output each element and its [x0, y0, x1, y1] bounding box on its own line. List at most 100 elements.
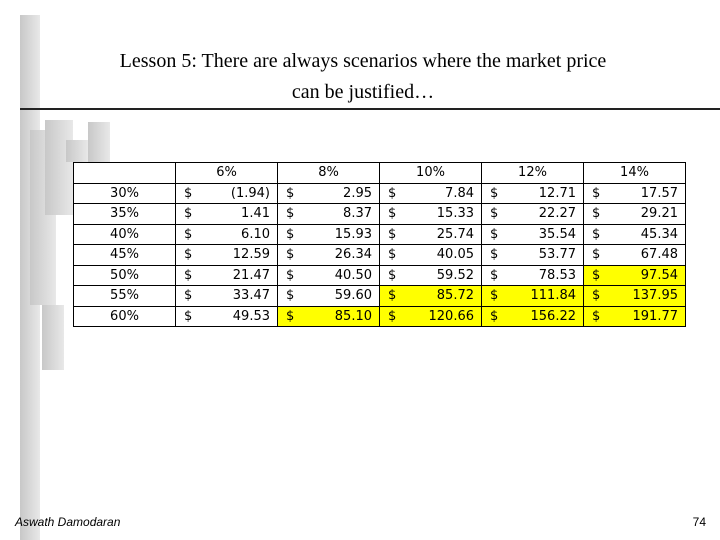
- cell-content: $12.71: [482, 186, 583, 201]
- amount: 12.59: [232, 247, 270, 263]
- amount: 85.10: [334, 308, 372, 324]
- amount: 2.95: [343, 185, 372, 201]
- currency-sign: $: [184, 206, 193, 222]
- table-row: 30% $ (1.94) $2.95 $7.84 $12.71 $17.57: [73, 182, 686, 204]
- value-cell: $53.77: [481, 244, 584, 266]
- amount: 1.41: [241, 206, 270, 222]
- currency-sign: $: [286, 267, 295, 283]
- currency-sign: $: [286, 185, 295, 201]
- currency-sign: $: [490, 206, 499, 222]
- value-cell: $7.84: [379, 182, 482, 204]
- cell-content: $2.95: [278, 186, 379, 201]
- currency-sign: $: [388, 288, 397, 304]
- value-cell: $22.27: [481, 203, 584, 225]
- value-cell: $40.50: [277, 264, 380, 286]
- amount: 29.21: [640, 206, 678, 222]
- currency-sign: $: [592, 288, 601, 304]
- decoration: [45, 120, 73, 215]
- value-cell: $1.41: [175, 203, 278, 225]
- header-row: 6% 8% 10% 12% 14%: [73, 162, 686, 184]
- amount: 25.74: [436, 226, 474, 242]
- cell-content: $1.41: [176, 206, 277, 221]
- currency-sign: $: [592, 267, 601, 283]
- column-header: 14%: [583, 162, 686, 184]
- column-header: 12%: [481, 162, 584, 184]
- amount: 35.54: [538, 226, 576, 242]
- cell-content: $78.53: [482, 268, 583, 283]
- currency-sign: $: [592, 308, 601, 324]
- amount: 8.37: [343, 206, 372, 222]
- value-cell: $33.47: [175, 285, 278, 307]
- amount: 40.05: [436, 247, 474, 263]
- value-cell: $8.37: [277, 203, 380, 225]
- amount: 17.57: [640, 185, 678, 201]
- cell-content: $111.84: [482, 288, 583, 303]
- currency-sign: $: [490, 267, 499, 283]
- value-cell: $26.34: [277, 244, 380, 266]
- value-cell: $49.53: [175, 305, 278, 327]
- row-label: 45%: [73, 244, 176, 266]
- amount: 137.95: [632, 288, 679, 304]
- amount: 78.53: [538, 267, 576, 283]
- amount: 49.53: [232, 308, 270, 324]
- cell-content: $137.95: [584, 288, 685, 303]
- value-cell: $191.77: [583, 305, 686, 327]
- cell-content: $22.27: [482, 206, 583, 221]
- value-cell: $12.71: [481, 182, 584, 204]
- amount: 15.33: [436, 206, 474, 222]
- currency-sign: $: [184, 226, 193, 242]
- value-cell: $6.10: [175, 223, 278, 245]
- amount: 85.72: [436, 288, 474, 304]
- currency-sign: $: [286, 288, 295, 304]
- value-cell: $85.72: [379, 285, 482, 307]
- amount: 21.47: [232, 267, 270, 283]
- row-label: 55%: [73, 285, 176, 307]
- amount: 111.84: [530, 288, 577, 304]
- currency-sign: $: [490, 288, 499, 304]
- amount: 12.71: [538, 185, 576, 201]
- page-number: 74: [692, 515, 706, 529]
- value-cell: $85.10: [277, 305, 380, 327]
- value-cell: $97.54: [583, 264, 686, 286]
- amount: 40.50: [334, 267, 372, 283]
- value-cell: $2.95: [277, 182, 380, 204]
- cell-content: $21.47: [176, 268, 277, 283]
- currency-sign: $: [490, 308, 499, 324]
- title-rule: [20, 108, 720, 110]
- value-cell: $137.95: [583, 285, 686, 307]
- cell-content: $59.60: [278, 288, 379, 303]
- table-row: 50% $21.47 $40.50 $59.52 $78.53 $97.54: [73, 264, 686, 286]
- amount: 22.27: [538, 206, 576, 222]
- value-cell: $59.52: [379, 264, 482, 286]
- cell-content: $8.37: [278, 206, 379, 221]
- currency-sign: $: [184, 185, 193, 201]
- cell-content: $15.93: [278, 227, 379, 242]
- cell-content: $40.05: [380, 247, 481, 262]
- corner-cell: [73, 162, 176, 184]
- column-header: 8%: [277, 162, 380, 184]
- currency-sign: $: [286, 206, 295, 222]
- cell-content: $97.54: [584, 268, 685, 283]
- author: Aswath Damodaran: [15, 515, 121, 529]
- value-cell: $12.59: [175, 244, 278, 266]
- value-cell: $ (1.94): [175, 182, 278, 204]
- cell-content: $7.84: [380, 186, 481, 201]
- value-cell: $67.48: [583, 244, 686, 266]
- currency-sign: $: [286, 226, 295, 242]
- cell-content: $33.47: [176, 288, 277, 303]
- row-label: 30%: [73, 182, 176, 204]
- currency-sign: $: [490, 185, 499, 201]
- table-row: 40% $6.10 $15.93 $25.74 $35.54 $45.34: [73, 223, 686, 245]
- cell-content: $35.54: [482, 227, 583, 242]
- amount: 15.93: [334, 226, 372, 242]
- sensitivity-table: 6% 8% 10% 12% 14% 30% $ (1.94) $2.95 $7.84 $12.71 $…: [73, 162, 686, 327]
- row-label: 35%: [73, 203, 176, 225]
- currency-sign: $: [592, 206, 601, 222]
- cell-content: $85.72: [380, 288, 481, 303]
- currency-sign: $: [184, 308, 193, 324]
- decoration: [42, 305, 64, 370]
- cell-content: $191.77: [584, 309, 685, 324]
- amount: 6.10: [241, 226, 270, 242]
- value-cell: $156.22: [481, 305, 584, 327]
- amount: 191.77: [632, 308, 679, 324]
